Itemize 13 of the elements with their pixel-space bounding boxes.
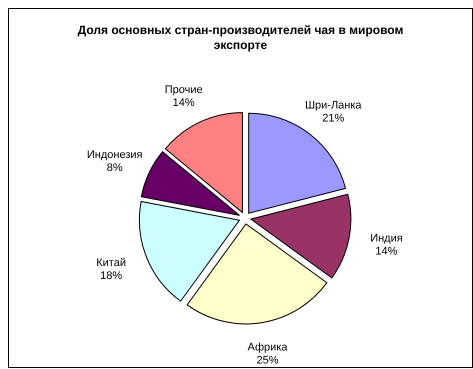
slice-label: Африка — [248, 341, 288, 354]
data-label: 14% — [375, 245, 398, 258]
data-label: 18% — [100, 270, 122, 282]
data-label: 21% — [322, 112, 344, 125]
slice-label: Шри-Ланка — [304, 100, 362, 112]
slice-label: Индонезия — [86, 149, 143, 162]
slice-label: Китай — [96, 257, 126, 270]
data-label: 8% — [106, 162, 123, 174]
chart-title: Доля основных стран-производителей чая в мировом экспорте — [78, 23, 404, 52]
data-label: 14% — [172, 96, 195, 109]
data-label: 25% — [256, 354, 279, 366]
slice-label: Прочие — [164, 84, 203, 96]
slice-label: Индия — [370, 232, 403, 244]
